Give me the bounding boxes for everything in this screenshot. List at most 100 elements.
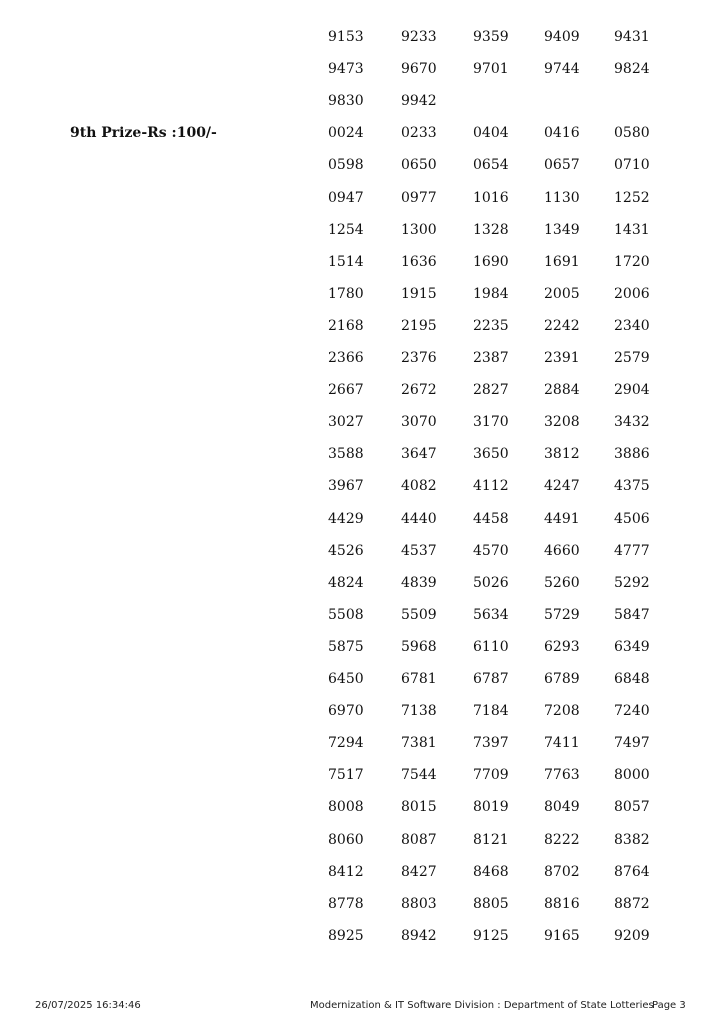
ticket-number: 8427 bbox=[401, 863, 437, 880]
ticket-number: 4429 bbox=[328, 510, 364, 527]
ticket-number: 7497 bbox=[614, 735, 650, 752]
ticket-number: 4506 bbox=[614, 510, 650, 527]
ticket-number: 1690 bbox=[473, 253, 509, 270]
ticket-number: 7397 bbox=[473, 735, 509, 752]
ticket-number: 5508 bbox=[328, 606, 364, 623]
ticket-number: 9824 bbox=[614, 61, 650, 78]
ticket-number: 0598 bbox=[328, 157, 364, 174]
ticket-number: 7411 bbox=[544, 735, 580, 752]
ticket-number: 9670 bbox=[401, 61, 437, 78]
ticket-number: 2376 bbox=[401, 350, 437, 366]
ticket-number: 5260 bbox=[544, 574, 580, 591]
ticket-number: 7240 bbox=[614, 703, 650, 720]
ticket-number: 4247 bbox=[544, 478, 580, 495]
ticket-number: 2391 bbox=[544, 350, 580, 366]
ticket-number: 4777 bbox=[614, 542, 650, 559]
ticket-number: 4491 bbox=[544, 510, 580, 527]
ticket-number: 9473 bbox=[328, 61, 364, 78]
ticket-number: 6450 bbox=[328, 671, 364, 687]
ticket-number: 3650 bbox=[473, 446, 509, 463]
ticket-number: 1252 bbox=[614, 189, 650, 206]
ticket-number: 5509 bbox=[401, 606, 437, 623]
ticket-number: 6789 bbox=[544, 671, 580, 687]
ticket-number: 8019 bbox=[473, 799, 509, 816]
ticket-number: 8816 bbox=[544, 895, 580, 912]
ticket-number: 1300 bbox=[401, 221, 437, 238]
ticket-number: 8060 bbox=[328, 831, 364, 848]
ticket-number: 2387 bbox=[473, 350, 509, 366]
ticket-number: 1915 bbox=[401, 285, 437, 302]
ticket-number: 5292 bbox=[614, 574, 650, 591]
ticket-number: 5847 bbox=[614, 606, 650, 623]
ticket-number: 2904 bbox=[614, 382, 650, 399]
ticket-number: 2168 bbox=[328, 317, 364, 334]
ticket-number: 2827 bbox=[473, 382, 509, 399]
ticket-number: 1349 bbox=[544, 221, 580, 238]
ticket-number: 1016 bbox=[473, 189, 509, 206]
prize-label: 9th Prize-Rs :100/- bbox=[70, 125, 217, 141]
ticket-number: 2195 bbox=[401, 317, 437, 334]
ticket-number: 0650 bbox=[401, 157, 437, 174]
ticket-number: 3967 bbox=[328, 478, 364, 495]
ticket-number: 0654 bbox=[473, 157, 509, 174]
ticket-number: 8803 bbox=[401, 895, 437, 912]
ticket-number: 4839 bbox=[401, 574, 437, 591]
ticket-number: 8872 bbox=[614, 895, 650, 912]
ticket-number: 0977 bbox=[401, 189, 437, 206]
ticket-number: 1984 bbox=[473, 285, 509, 302]
ticket-number: 2006 bbox=[614, 285, 650, 302]
ticket-number: 9744 bbox=[544, 61, 580, 78]
ticket-number: 2235 bbox=[473, 317, 509, 334]
ticket-number: 6293 bbox=[544, 638, 580, 655]
ticket-number: 8121 bbox=[473, 831, 509, 848]
ticket-number: 8087 bbox=[401, 831, 437, 848]
ticket-number: 1780 bbox=[328, 285, 364, 302]
ticket-number: 8008 bbox=[328, 799, 364, 816]
ticket-number: 5634 bbox=[473, 606, 509, 623]
ticket-number: 8805 bbox=[473, 895, 509, 912]
ticket-number: 8412 bbox=[328, 863, 364, 880]
ticket-number: 6970 bbox=[328, 703, 364, 720]
ticket-number: 8057 bbox=[614, 799, 650, 816]
ticket-number: 3170 bbox=[473, 414, 509, 431]
ticket-number: 9153 bbox=[328, 29, 364, 45]
ticket-number: 1691 bbox=[544, 253, 580, 270]
ticket-number: 7381 bbox=[401, 735, 437, 752]
ticket-number: 4824 bbox=[328, 574, 364, 591]
ticket-number: 3886 bbox=[614, 446, 650, 463]
ticket-number: 9701 bbox=[473, 61, 509, 78]
ticket-number: 8925 bbox=[328, 927, 364, 944]
ticket-number: 0024 bbox=[328, 125, 364, 142]
ticket-number: 5729 bbox=[544, 606, 580, 623]
ticket-number: 2366 bbox=[328, 350, 364, 366]
ticket-number: 7763 bbox=[544, 767, 580, 784]
ticket-number: 9359 bbox=[473, 29, 509, 45]
ticket-number: 6349 bbox=[614, 638, 650, 655]
ticket-number: 9209 bbox=[614, 927, 650, 944]
ticket-number: 1328 bbox=[473, 221, 509, 238]
ticket-number: 4570 bbox=[473, 542, 509, 559]
ticket-number: 0233 bbox=[401, 125, 437, 142]
ticket-number: 2667 bbox=[328, 382, 364, 399]
ticket-number: 0416 bbox=[544, 125, 580, 142]
ticket-number: 7709 bbox=[473, 767, 509, 784]
ticket-number: 6787 bbox=[473, 671, 509, 687]
ticket-number: 3812 bbox=[544, 446, 580, 463]
ticket-number: 5875 bbox=[328, 638, 364, 655]
ticket-number: 4537 bbox=[401, 542, 437, 559]
ticket-number: 8702 bbox=[544, 863, 580, 880]
ticket-number: 4375 bbox=[614, 478, 650, 495]
ticket-number: 2340 bbox=[614, 317, 650, 334]
ticket-number: 7138 bbox=[401, 703, 437, 720]
ticket-number: 0947 bbox=[328, 189, 364, 206]
ticket-number: 3027 bbox=[328, 414, 364, 431]
ticket-number: 9431 bbox=[614, 29, 650, 45]
ticket-number: 7208 bbox=[544, 703, 580, 720]
ticket-number: 8764 bbox=[614, 863, 650, 880]
ticket-number: 1254 bbox=[328, 221, 364, 238]
ticket-number: 8049 bbox=[544, 799, 580, 816]
ticket-number: 9125 bbox=[473, 927, 509, 944]
ticket-number: 2672 bbox=[401, 382, 437, 399]
ticket-number: 9830 bbox=[328, 93, 364, 110]
ticket-number: 7544 bbox=[401, 767, 437, 784]
